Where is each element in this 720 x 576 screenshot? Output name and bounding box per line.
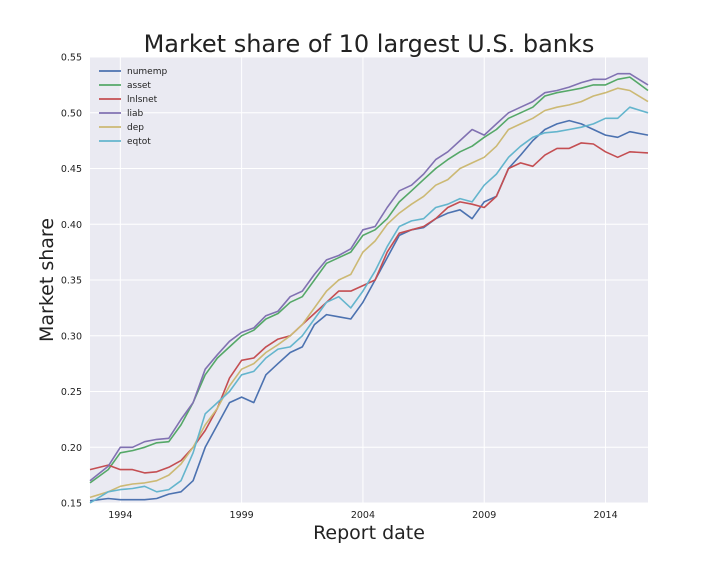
x-axis-label: Report date xyxy=(313,522,425,544)
x-tick-label: 2009 xyxy=(472,510,496,521)
grid xyxy=(90,56,648,504)
legend-label-lnlsnet: lnlsnet xyxy=(127,95,158,105)
y-tick-label: 0.50 xyxy=(61,108,82,119)
series-lines xyxy=(89,72,649,504)
series-line-lnlsnet xyxy=(89,142,649,474)
series-line-dep xyxy=(89,87,649,499)
y-axis-label: Market share xyxy=(36,218,58,342)
series-line-numemp xyxy=(89,119,649,502)
y-tick-label: 0.15 xyxy=(61,499,82,510)
legend-label-dep: dep xyxy=(127,123,144,133)
legend-label-eqtot: eqtot xyxy=(127,137,151,147)
legend-label-numemp: numemp xyxy=(127,67,167,77)
x-tick-label: 2004 xyxy=(351,510,375,521)
x-tick-labels: 1994 1999 2004 2009 2014 xyxy=(108,510,617,521)
y-tick-label: 0.30 xyxy=(61,331,82,342)
y-tick-label: 0.40 xyxy=(61,220,82,231)
y-tick-label: 0.25 xyxy=(61,387,82,398)
legend-label-asset: asset xyxy=(127,81,151,91)
series-line-liab xyxy=(89,72,649,482)
chart-title: Market share of 10 largest U.S. banks xyxy=(144,30,595,58)
y-tick-labels: 0.15 0.20 0.25 0.30 0.35 0.40 0.45 0.50 0.55 xyxy=(61,53,82,510)
y-tick-label: 0.55 xyxy=(61,53,82,64)
x-tick-label: 1999 xyxy=(230,510,254,521)
x-tick-label: 1994 xyxy=(108,510,132,521)
x-tick-label: 2014 xyxy=(593,510,617,521)
series-line-asset xyxy=(89,76,649,484)
series-line-eqtot xyxy=(89,106,649,504)
y-tick-label: 0.35 xyxy=(61,276,82,287)
y-tick-label: 0.20 xyxy=(61,443,82,454)
y-tick-label: 0.45 xyxy=(61,164,82,175)
legend-label-liab: liab xyxy=(127,109,144,119)
legend: numemp asset lnlsnet liab dep eqtot xyxy=(99,67,167,147)
